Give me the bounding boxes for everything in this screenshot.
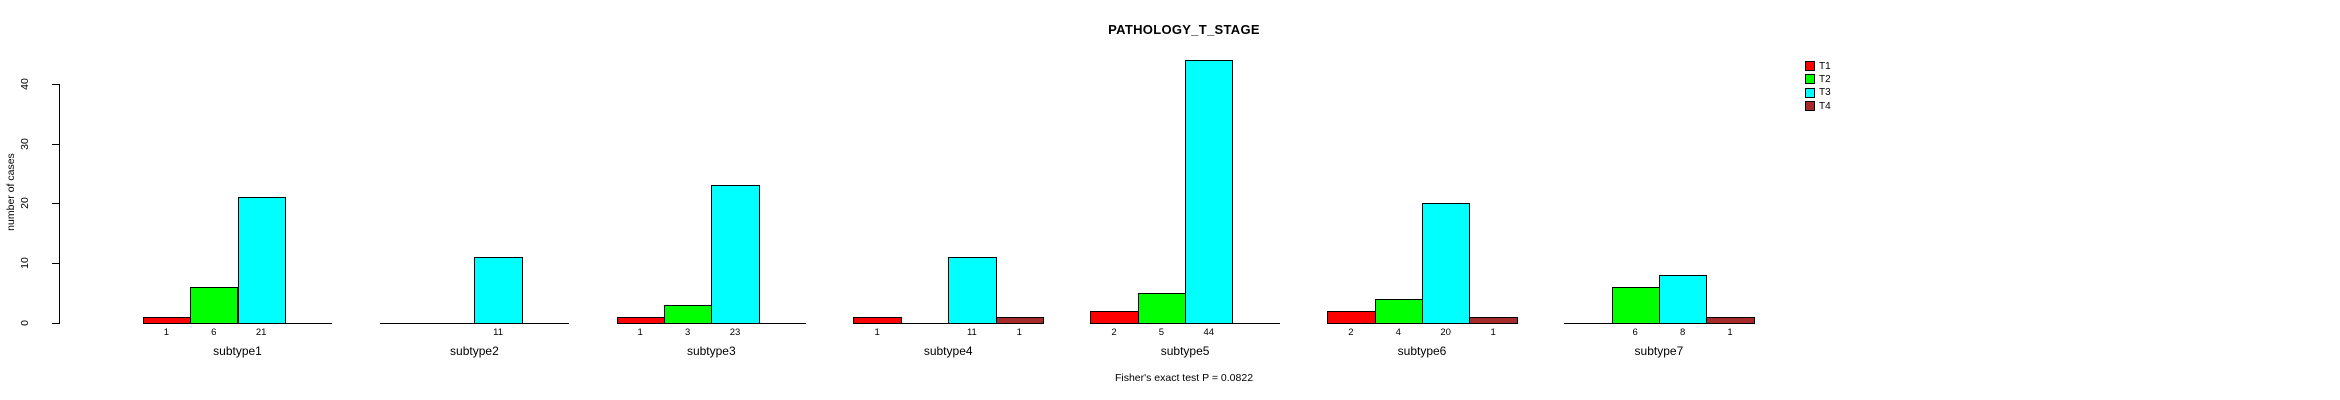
bar-count-label: 1 bbox=[874, 327, 880, 338]
x-category-label: subtype1 bbox=[213, 344, 262, 358]
bar bbox=[237, 197, 286, 324]
bar bbox=[1137, 293, 1187, 324]
bar-count-label: 44 bbox=[1203, 327, 1215, 338]
y-tick-label: 40 bbox=[19, 77, 31, 90]
legend-swatch-icon bbox=[1805, 87, 1815, 98]
bar bbox=[948, 257, 997, 324]
bar bbox=[474, 257, 523, 324]
y-tick-label: 0 bbox=[19, 320, 31, 326]
bar-count-label: 11 bbox=[966, 327, 977, 338]
legend-label: T2 bbox=[1819, 73, 1831, 85]
bar bbox=[1374, 299, 1423, 324]
legend-swatch-icon bbox=[1805, 61, 1815, 71]
bar bbox=[616, 317, 665, 324]
x-category-label: subtype6 bbox=[1397, 344, 1447, 358]
y-tick bbox=[52, 203, 59, 205]
bar bbox=[1422, 203, 1471, 324]
bar-count-label: 21 bbox=[255, 327, 267, 338]
y-tick bbox=[52, 323, 59, 324]
bar-count-label: 1 bbox=[1016, 327, 1022, 338]
bar bbox=[853, 317, 902, 324]
bar bbox=[1706, 317, 1755, 324]
legend-swatch-icon bbox=[1805, 74, 1815, 85]
y-tick bbox=[52, 263, 59, 265]
bar bbox=[190, 287, 239, 324]
y-tick bbox=[52, 143, 59, 145]
bar-count-label: 1 bbox=[163, 327, 170, 338]
x-category-label: subtype5 bbox=[1160, 344, 1210, 358]
y-axis-title: number of cases bbox=[5, 153, 17, 231]
bar-count-label: 2 bbox=[1111, 327, 1117, 338]
bar-count-label: 23 bbox=[729, 327, 741, 338]
bar-count-label: 6 bbox=[1632, 327, 1638, 338]
bar bbox=[1090, 311, 1139, 324]
y-tick bbox=[52, 83, 59, 85]
x-category-label: subtype4 bbox=[923, 344, 973, 358]
bar-count-label: 8 bbox=[1679, 327, 1686, 338]
bar-count-label: 3 bbox=[684, 327, 691, 338]
y-tick-label: 20 bbox=[19, 197, 31, 210]
legend-swatch-icon bbox=[1805, 101, 1815, 112]
y-tick-label: 30 bbox=[19, 137, 31, 150]
bar-count-label: 11 bbox=[493, 327, 504, 338]
legend-item: T1 bbox=[1805, 61, 1831, 72]
bar-count-label: 1 bbox=[637, 327, 643, 338]
bar-count-label: 6 bbox=[211, 327, 217, 338]
bar bbox=[1185, 59, 1234, 324]
legend-label: T1 bbox=[1819, 60, 1831, 72]
y-tick-label: 10 bbox=[19, 257, 31, 270]
bar-count-label: 5 bbox=[1158, 327, 1165, 338]
legend-label: T4 bbox=[1819, 100, 1831, 112]
bar bbox=[1327, 311, 1376, 324]
bar-count-label: 2 bbox=[1348, 327, 1354, 338]
legend-item: T4 bbox=[1805, 101, 1831, 112]
x-category-label: subtype7 bbox=[1634, 344, 1684, 358]
legend-item: T2 bbox=[1805, 74, 1831, 85]
y-axis-line bbox=[59, 83, 60, 324]
legend-label: T3 bbox=[1819, 87, 1831, 99]
bar bbox=[1658, 275, 1708, 324]
bar-count-label: 1 bbox=[1490, 327, 1496, 338]
chart-title: PATHOLOGY_T_STAGE bbox=[1108, 22, 1260, 37]
legend-item: T3 bbox=[1805, 87, 1831, 98]
bar bbox=[142, 317, 192, 324]
bar bbox=[995, 317, 1044, 324]
stat-annotation: Fisher's exact test P = 0.0822 bbox=[1114, 372, 1254, 384]
x-category-label: subtype2 bbox=[450, 344, 499, 358]
bar bbox=[1469, 317, 1518, 324]
x-category-label: subtype3 bbox=[686, 344, 736, 358]
bar-count-label: 4 bbox=[1395, 327, 1401, 338]
bar-count-label: 1 bbox=[1727, 327, 1733, 338]
bar bbox=[711, 185, 760, 324]
bar bbox=[1611, 287, 1660, 324]
bar bbox=[663, 305, 713, 324]
bar-count-label: 20 bbox=[1440, 327, 1451, 338]
